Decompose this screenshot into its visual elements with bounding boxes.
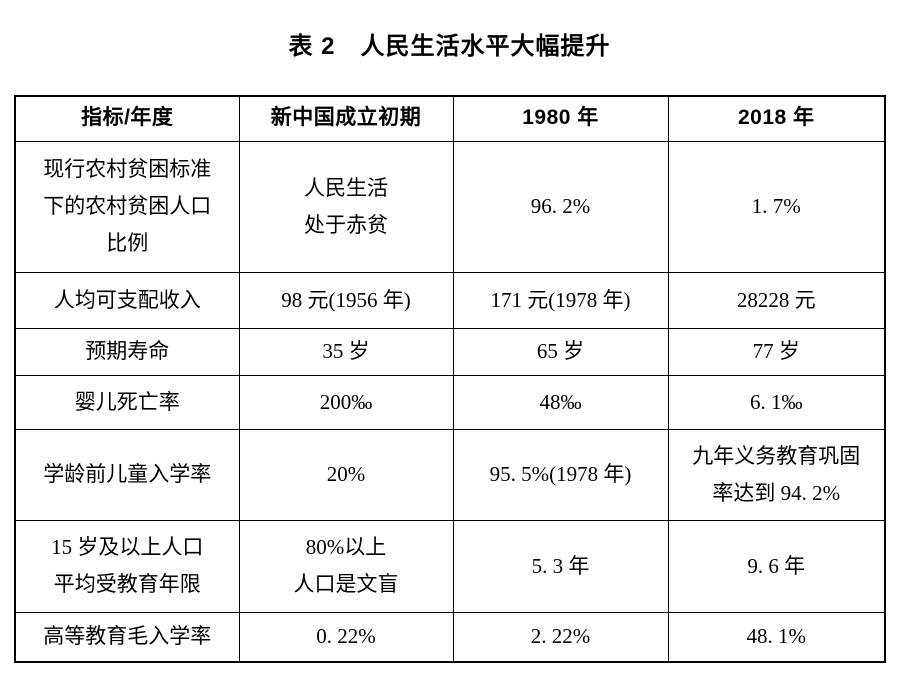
row-indicator-cell: 学龄前儿童入学率 bbox=[14, 428, 240, 521]
value-cell: 96. 2% bbox=[452, 140, 669, 273]
value-cell: 6. 1‰ bbox=[667, 374, 886, 430]
header-row: 指标/年度 新中国成立初期 1980 年 2018 年 bbox=[14, 95, 886, 142]
value-cell: 80%以上 人口是文盲 bbox=[238, 519, 454, 613]
value-cell: 35 岁 bbox=[238, 327, 454, 376]
value-cell: 5. 3 年 bbox=[452, 519, 669, 613]
column-header-1980: 1980 年 bbox=[452, 95, 669, 142]
table-row: 现行农村贫困标准 下的农村贫困人口 比例 人民生活 处于赤贫 96. 2% 1.… bbox=[14, 140, 886, 273]
value-cell: 48. 1% bbox=[667, 611, 886, 663]
value-cell: 人民生活 处于赤贫 bbox=[238, 140, 454, 273]
row-indicator-cell: 高等教育毛入学率 bbox=[14, 611, 240, 663]
value-cell: 65 岁 bbox=[452, 327, 669, 376]
value-cell: 48‰ bbox=[452, 374, 669, 430]
row-indicator-cell: 预期寿命 bbox=[14, 327, 240, 376]
table-row: 15 岁及以上人口 平均受教育年限 80%以上 人口是文盲 5. 3 年 9. … bbox=[14, 519, 886, 613]
column-header-2018: 2018 年 bbox=[667, 95, 886, 142]
column-header-early-prc: 新中国成立初期 bbox=[238, 95, 454, 142]
row-indicator-cell: 现行农村贫困标准 下的农村贫困人口 比例 bbox=[14, 140, 240, 273]
value-cell: 1. 7% bbox=[667, 140, 886, 273]
table-row: 高等教育毛入学率 0. 22% 2. 22% 48. 1% bbox=[14, 611, 886, 663]
value-cell: 9. 6 年 bbox=[667, 519, 886, 613]
value-cell: 77 岁 bbox=[667, 327, 886, 376]
table-row: 学龄前儿童入学率 20% 95. 5%(1978 年) 九年义务教育巩固 率达到… bbox=[14, 428, 886, 521]
value-cell: 28228 元 bbox=[667, 271, 886, 329]
row-indicator-cell: 婴儿死亡率 bbox=[14, 374, 240, 430]
row-indicator-cell: 15 岁及以上人口 平均受教育年限 bbox=[14, 519, 240, 613]
value-cell: 171 元(1978 年) bbox=[452, 271, 669, 329]
table-row: 婴儿死亡率 200‰ 48‰ 6. 1‰ bbox=[14, 374, 886, 430]
table-title: 表 2 人民生活水平大幅提升 bbox=[288, 33, 611, 60]
table-row: 人均可支配收入 98 元(1956 年) 171 元(1978 年) 28228… bbox=[14, 271, 886, 329]
value-cell: 200‰ bbox=[238, 374, 454, 430]
row-indicator-cell: 人均可支配收入 bbox=[14, 271, 240, 329]
table-row: 预期寿命 35 岁 65 岁 77 岁 bbox=[14, 327, 886, 376]
value-cell: 2. 22% bbox=[452, 611, 669, 663]
column-header-indicator: 指标/年度 bbox=[14, 95, 240, 142]
value-cell: 0. 22% bbox=[238, 611, 454, 663]
living-standards-table: 指标/年度 新中国成立初期 1980 年 2018 年 现行农村贫困标准 下的农… bbox=[14, 95, 886, 663]
value-cell: 九年义务教育巩固 率达到 94. 2% bbox=[667, 428, 886, 521]
value-cell: 20% bbox=[238, 428, 454, 521]
value-cell: 98 元(1956 年) bbox=[238, 271, 454, 329]
value-cell: 95. 5%(1978 年) bbox=[452, 428, 669, 521]
